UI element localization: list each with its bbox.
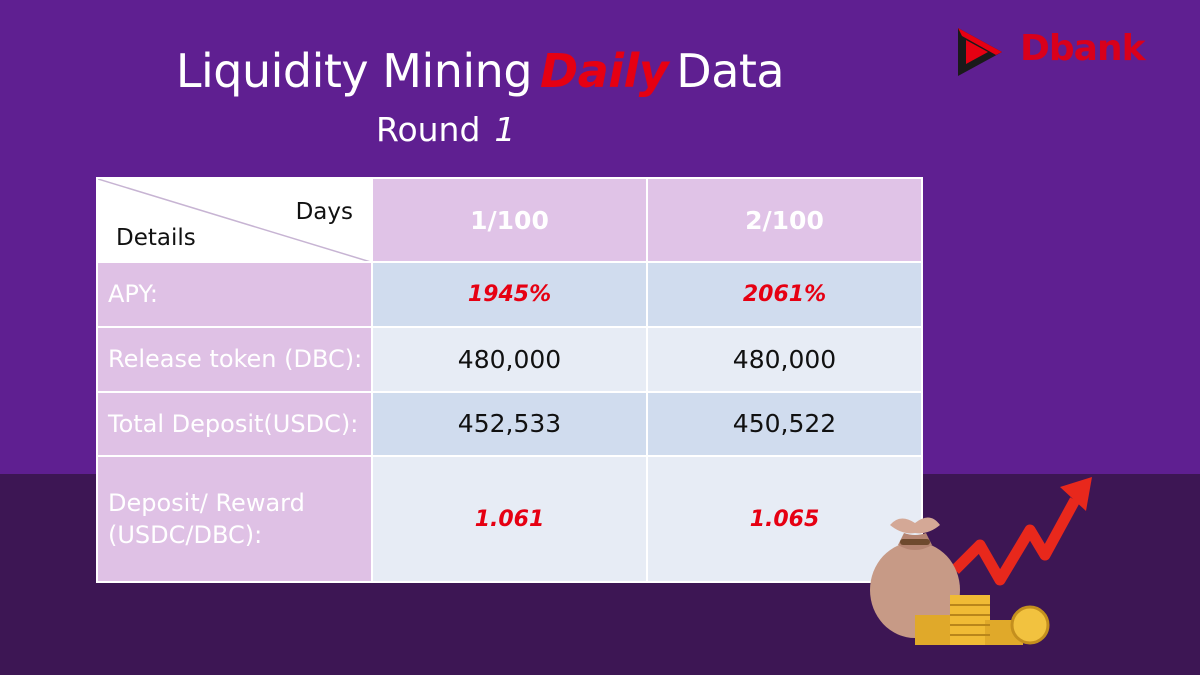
trend-arrow-icon bbox=[951, 477, 1092, 586]
dbank-logo: Dbank bbox=[950, 22, 1165, 82]
row-label-deposit-reward-line1: Deposit/ Reward bbox=[108, 489, 305, 518]
logo-text: Dbank bbox=[1020, 28, 1146, 69]
mining-data-table: Days Details 1/100 2/100 APY: 1945% 2061… bbox=[96, 177, 923, 583]
title-part2: Data bbox=[676, 44, 785, 98]
total-deposit-day-2: 450,522 bbox=[646, 390, 923, 458]
deposit-reward-day-2: 1.065 bbox=[646, 455, 923, 583]
column-header-day-1: 1/100 bbox=[371, 177, 648, 263]
total-deposit-day-1: 452,533 bbox=[371, 390, 648, 458]
round-label: Round 1 bbox=[376, 110, 515, 149]
row-label-total-deposit: Total Deposit(USDC): bbox=[96, 390, 373, 458]
title-part1: Liquidity Mining bbox=[175, 44, 533, 98]
page-title: Liquidity Mining Daily Data bbox=[0, 44, 960, 98]
table-row-apy: APY: 1945% 2061% bbox=[96, 261, 923, 328]
row-label-apy: APY: bbox=[96, 261, 373, 328]
apy-day-2: 2061% bbox=[646, 261, 923, 328]
corner-details-label: Details bbox=[116, 225, 196, 251]
growth-illustration bbox=[870, 477, 1092, 645]
table-header-row: Days Details 1/100 2/100 bbox=[96, 177, 923, 263]
round-text: Round bbox=[376, 110, 481, 149]
deposit-reward-day-1: 1.061 bbox=[371, 455, 648, 583]
money-bag-icon bbox=[870, 517, 960, 638]
row-label-release-token: Release token (DBC): bbox=[96, 325, 373, 393]
release-token-day-1: 480,000 bbox=[371, 325, 648, 393]
corner-cell: Days Details bbox=[96, 177, 373, 263]
dbank-logo-icon bbox=[958, 28, 1002, 76]
coin-stack-icon bbox=[915, 595, 1050, 645]
release-token-day-2: 480,000 bbox=[646, 325, 923, 393]
corner-days-label: Days bbox=[295, 199, 353, 225]
table-row-total-deposit: Total Deposit(USDC): 452,533 450,522 bbox=[96, 390, 923, 458]
title-highlight: Daily bbox=[540, 44, 669, 98]
apy-day-1: 1945% bbox=[371, 261, 648, 328]
row-label-deposit-reward-line2: (USDC/DBC): bbox=[108, 521, 263, 550]
round-number: 1 bbox=[494, 110, 516, 149]
table-row-deposit-reward: Deposit/ Reward (USDC/DBC): 1.061 1.065 bbox=[96, 455, 923, 583]
column-header-day-2: 2/100 bbox=[646, 177, 923, 263]
diagonal-divider bbox=[99, 180, 367, 260]
row-label-deposit-reward: Deposit/ Reward (USDC/DBC): bbox=[96, 455, 373, 583]
table-row-release-token: Release token (DBC): 480,000 480,000 bbox=[96, 325, 923, 393]
